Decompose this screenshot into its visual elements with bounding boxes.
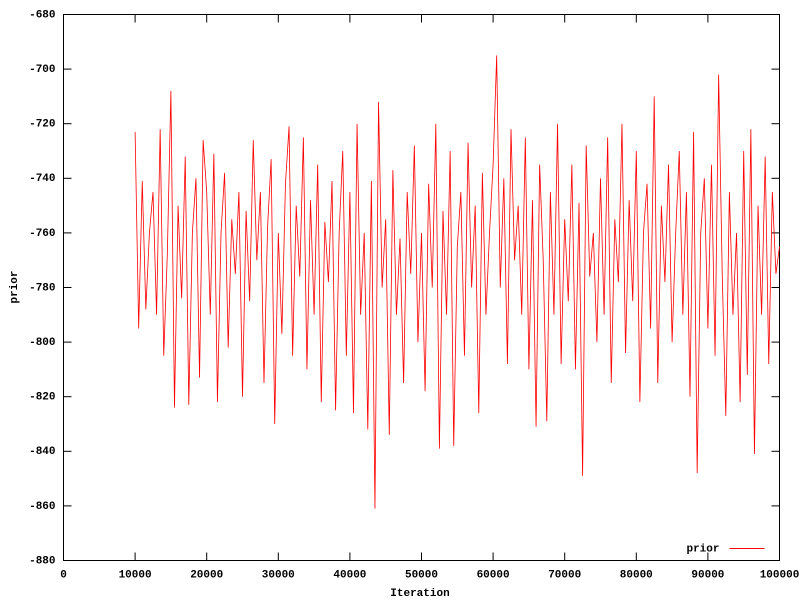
data-line (134, 55, 780, 509)
x-tick-label: 20000 (190, 569, 223, 581)
x-tick-label: 50000 (405, 569, 438, 581)
y-tick-label: -740 (29, 173, 55, 185)
x-tick-label: 60000 (477, 569, 510, 581)
x-tick-label: 0 (60, 569, 67, 581)
y-tick-label: -780 (29, 282, 55, 294)
y-axis-label: prior (9, 270, 21, 303)
x-tick-label: 100000 (760, 569, 800, 581)
x-tick-label: 70000 (548, 569, 581, 581)
x-tick-label: 80000 (620, 569, 653, 581)
x-tick-label: 90000 (691, 569, 724, 581)
y-tick-label: -720 (29, 119, 55, 131)
y-tick-label: -800 (29, 337, 55, 349)
x-tick-label: 30000 (262, 569, 295, 581)
y-tick-label: -760 (29, 228, 55, 240)
x-axis-label: Iteration (390, 588, 449, 600)
legend-label: prior (686, 543, 719, 555)
y-tick-label: -860 (29, 501, 55, 513)
y-tick-label: -880 (29, 555, 55, 567)
x-tick-label: 10000 (119, 569, 152, 581)
y-tick-label: -700 (29, 64, 55, 76)
y-tick-label: -820 (29, 392, 55, 404)
x-tick-label: 40000 (333, 569, 366, 581)
y-tick-label: -840 (29, 446, 55, 458)
y-tick-label: -680 (29, 9, 55, 21)
